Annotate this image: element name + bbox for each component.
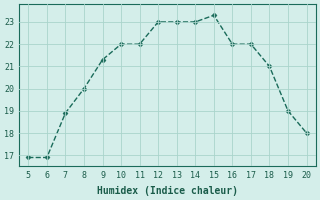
X-axis label: Humidex (Indice chaleur): Humidex (Indice chaleur) [97,186,238,196]
